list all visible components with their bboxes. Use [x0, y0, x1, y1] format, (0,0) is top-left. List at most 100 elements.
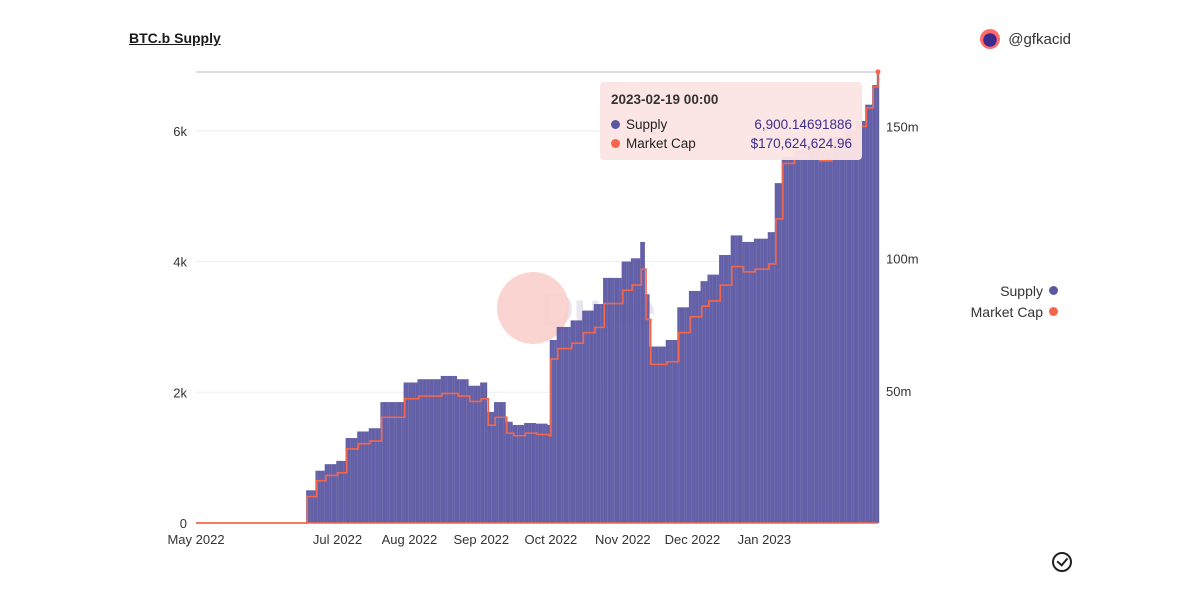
supply-bar[interactable]: [677, 307, 680, 523]
supply-bar[interactable]: [556, 326, 560, 523]
supply-bar[interactable]: [347, 438, 351, 523]
supply-bar[interactable]: [491, 411, 495, 523]
supply-bar[interactable]: [746, 241, 750, 524]
verified-check-icon[interactable]: [1052, 552, 1072, 572]
supply-bar[interactable]: [621, 261, 625, 523]
supply-bar[interactable]: [501, 402, 504, 523]
supply-bar[interactable]: [640, 241, 643, 524]
supply-bar[interactable]: [793, 150, 796, 523]
supply-bar[interactable]: [804, 150, 808, 523]
supply-bar[interactable]: [716, 274, 720, 523]
supply-bar[interactable]: [642, 241, 645, 524]
supply-bar[interactable]: [473, 385, 476, 523]
supply-bar[interactable]: [368, 428, 372, 523]
supply-bar[interactable]: [475, 385, 478, 523]
supply-bar[interactable]: [565, 326, 569, 523]
supply-bar[interactable]: [781, 156, 785, 523]
supply-bar[interactable]: [521, 424, 525, 523]
supply-bar[interactable]: [443, 375, 446, 523]
supply-bar[interactable]: [584, 310, 587, 523]
supply-bar[interactable]: [375, 428, 379, 523]
supply-bar[interactable]: [758, 238, 761, 523]
supply-bar[interactable]: [661, 346, 664, 523]
supply-bar[interactable]: [686, 307, 689, 523]
supply-bar[interactable]: [670, 339, 673, 523]
supply-bar[interactable]: [519, 424, 522, 523]
supply-bar[interactable]: [867, 104, 870, 524]
supply-bar[interactable]: [313, 490, 316, 523]
supply-bar[interactable]: [398, 402, 402, 523]
supply-bar[interactable]: [542, 423, 546, 523]
supply-bar[interactable]: [343, 460, 346, 523]
supply-bar[interactable]: [480, 382, 483, 523]
legend-item-market-cap[interactable]: Market Cap: [971, 301, 1058, 322]
supply-bar[interactable]: [835, 137, 838, 524]
supply-bar[interactable]: [679, 307, 683, 523]
supply-bar[interactable]: [378, 428, 381, 523]
supply-bar[interactable]: [445, 375, 448, 523]
supply-bar[interactable]: [545, 423, 548, 523]
supply-bar[interactable]: [531, 422, 534, 523]
supply-bar[interactable]: [874, 85, 877, 524]
supply-bar[interactable]: [320, 470, 323, 523]
supply-bar[interactable]: [612, 277, 615, 523]
supply-bar[interactable]: [698, 290, 701, 523]
supply-bar[interactable]: [596, 304, 599, 523]
supply-bar[interactable]: [494, 402, 497, 523]
supply-bar[interactable]: [371, 428, 374, 523]
supply-bar[interactable]: [644, 294, 648, 523]
supply-bar[interactable]: [563, 326, 567, 523]
supply-bar[interactable]: [308, 490, 311, 523]
supply-bar[interactable]: [433, 379, 437, 523]
author-badge[interactable]: @gfkacid: [980, 29, 1071, 49]
supply-bar[interactable]: [447, 375, 451, 523]
supply-bar[interactable]: [327, 464, 330, 523]
supply-bar[interactable]: [772, 232, 775, 523]
supply-bar[interactable]: [561, 326, 564, 523]
supply-bar[interactable]: [814, 143, 817, 523]
supply-bar[interactable]: [357, 431, 360, 523]
supply-bar[interactable]: [600, 304, 604, 523]
supply-bar[interactable]: [649, 346, 652, 523]
supply-bar[interactable]: [503, 402, 506, 523]
supply-bar[interactable]: [763, 238, 766, 523]
supply-bar[interactable]: [825, 150, 829, 523]
supply-bar[interactable]: [459, 379, 462, 523]
supply-bar[interactable]: [737, 235, 741, 523]
supply-bar[interactable]: [333, 464, 337, 523]
supply-bar[interactable]: [487, 411, 490, 523]
supply-bar[interactable]: [855, 121, 859, 524]
supply-bar[interactable]: [767, 232, 771, 523]
supply-bar[interactable]: [558, 326, 562, 523]
supply-bar[interactable]: [394, 402, 397, 523]
supply-bar[interactable]: [586, 310, 590, 523]
supply-bar[interactable]: [723, 255, 727, 523]
supply-bar[interactable]: [619, 277, 622, 523]
supply-bar[interactable]: [468, 385, 471, 523]
supply-bar[interactable]: [570, 320, 573, 523]
supply-bar[interactable]: [387, 402, 390, 523]
supply-bar[interactable]: [380, 402, 383, 523]
supply-bar[interactable]: [489, 411, 492, 523]
supply-bar[interactable]: [345, 438, 348, 523]
supply-bar[interactable]: [809, 143, 812, 523]
supply-bar[interactable]: [876, 72, 880, 523]
supply-bar[interactable]: [779, 183, 782, 523]
supply-bar[interactable]: [637, 258, 641, 523]
supply-bar[interactable]: [610, 277, 613, 523]
supply-bar[interactable]: [352, 438, 355, 523]
supply-bar[interactable]: [756, 238, 759, 523]
supply-bar[interactable]: [797, 150, 801, 523]
supply-bar[interactable]: [554, 339, 557, 523]
supply-bar[interactable]: [593, 304, 597, 523]
supply-bar[interactable]: [605, 277, 608, 523]
supply-bar[interactable]: [547, 424, 550, 523]
supply-bar[interactable]: [484, 382, 488, 523]
supply-bar[interactable]: [552, 339, 555, 523]
supply-bar[interactable]: [656, 346, 659, 523]
supply-bar[interactable]: [449, 375, 453, 523]
supply-bar[interactable]: [568, 326, 571, 523]
supply-bar[interactable]: [839, 137, 843, 524]
supply-bar[interactable]: [702, 281, 706, 523]
supply-bar[interactable]: [359, 431, 362, 523]
